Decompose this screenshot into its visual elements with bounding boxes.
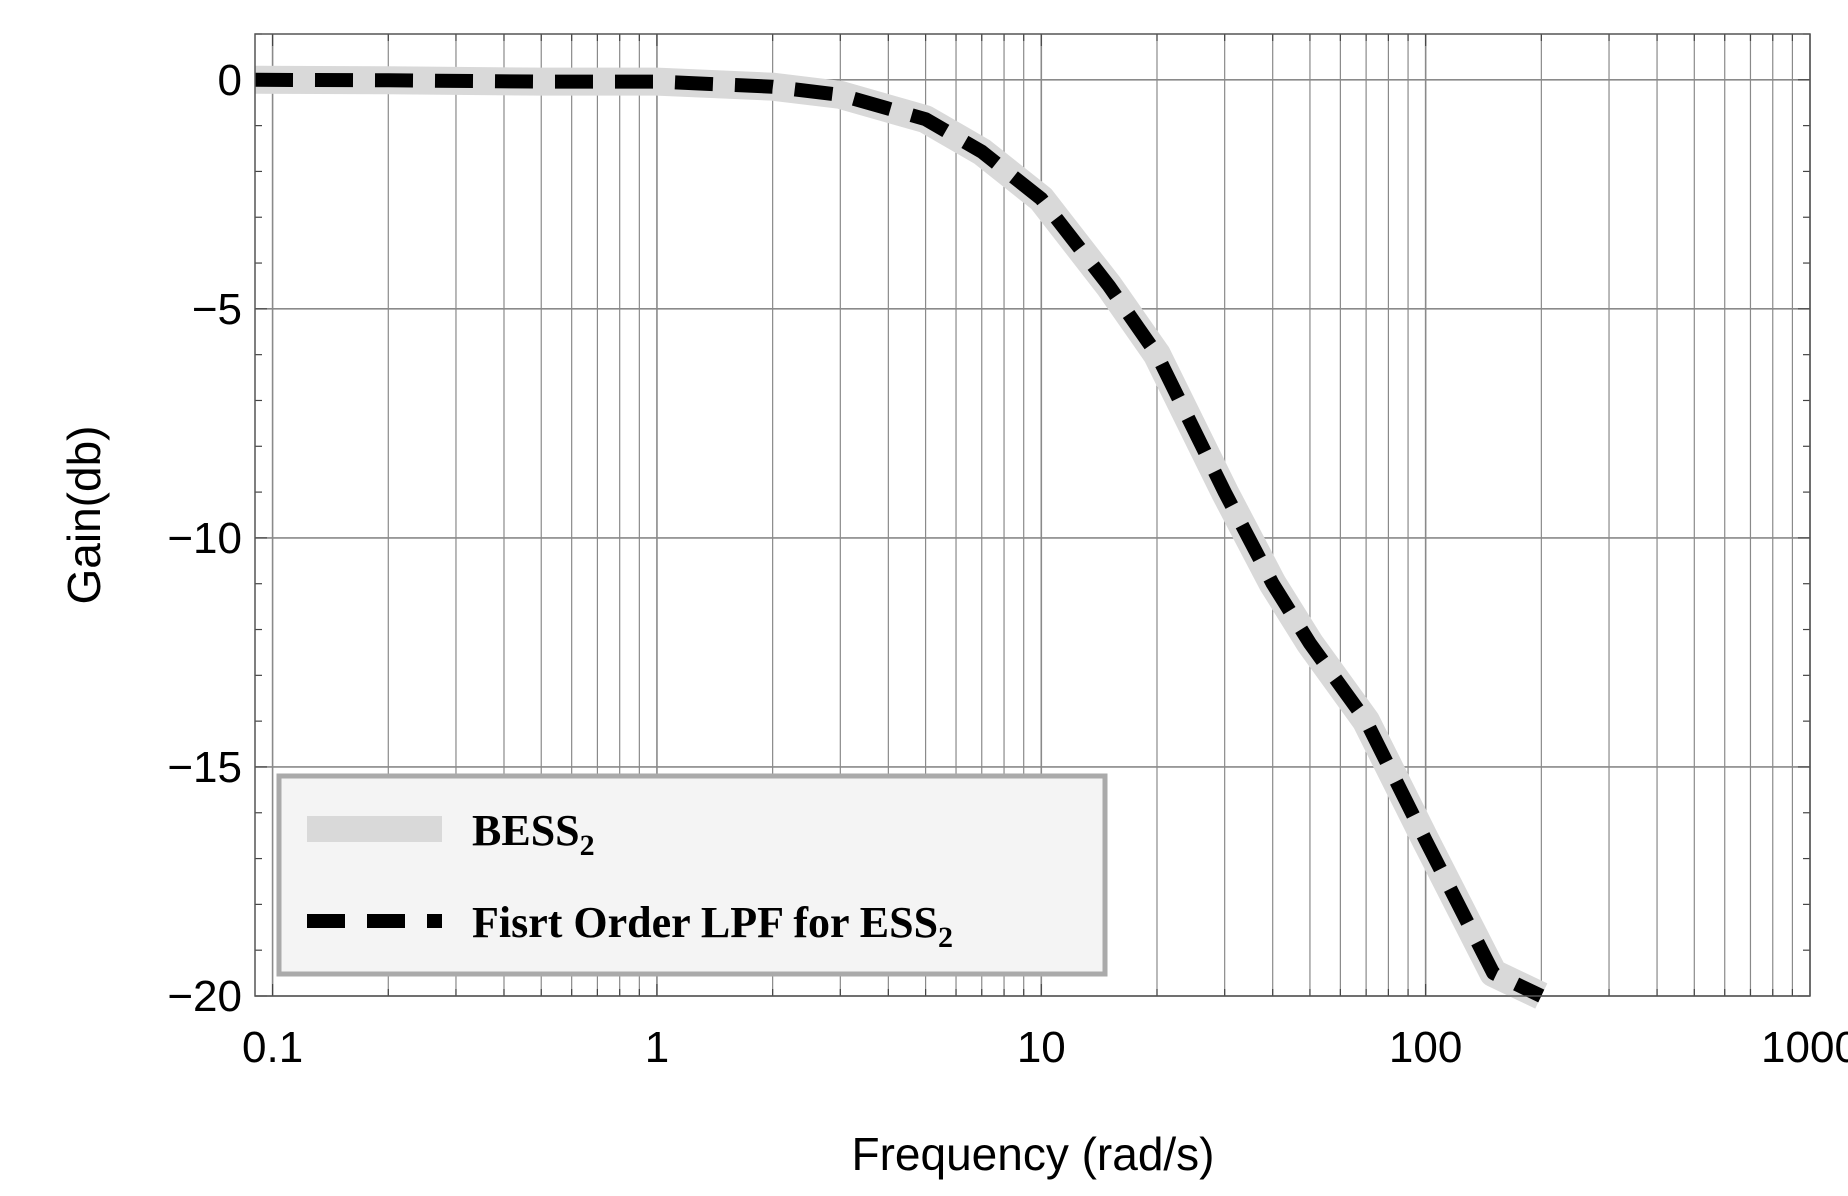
series-line-first-order-lpf — [254, 72, 1545, 1003]
y-tick-label: −5 — [192, 285, 242, 334]
y-tick-labels: 0 −5 −10 −15 −20 — [167, 56, 242, 1021]
x-tick-label: 1000 — [1761, 1023, 1848, 1072]
legend-box — [276, 773, 1108, 977]
y-tick-label: −20 — [167, 972, 242, 1021]
plot-frame — [254, 33, 1811, 997]
y-tick-label: 0 — [218, 56, 242, 105]
x-tick-label: 0.1 — [242, 1023, 303, 1072]
x-tick-labels: 0.1 1 10 100 1000 — [242, 1023, 1848, 1072]
series-lines — [254, 65, 1548, 1009]
y-tick-label: −15 — [167, 743, 242, 792]
x-tick-label: 10 — [1017, 1023, 1066, 1072]
x-tick-label: 1 — [645, 1023, 669, 1072]
y-tick-label: −10 — [167, 514, 242, 563]
x-tick-label: 100 — [1389, 1023, 1462, 1072]
legend-label-bess: BESS2 — [472, 806, 595, 862]
legend-label-lpf: Fisrt Order LPF for ESS2 — [472, 898, 953, 954]
legend: BESS2 Fisrt Order LPF for ESS2 — [276, 773, 1108, 977]
x-axis-title: Frequency (rad/s) — [851, 1128, 1214, 1180]
y-axis-title: Gain(db) — [58, 426, 110, 605]
axis-ticks — [255, 33, 1810, 997]
